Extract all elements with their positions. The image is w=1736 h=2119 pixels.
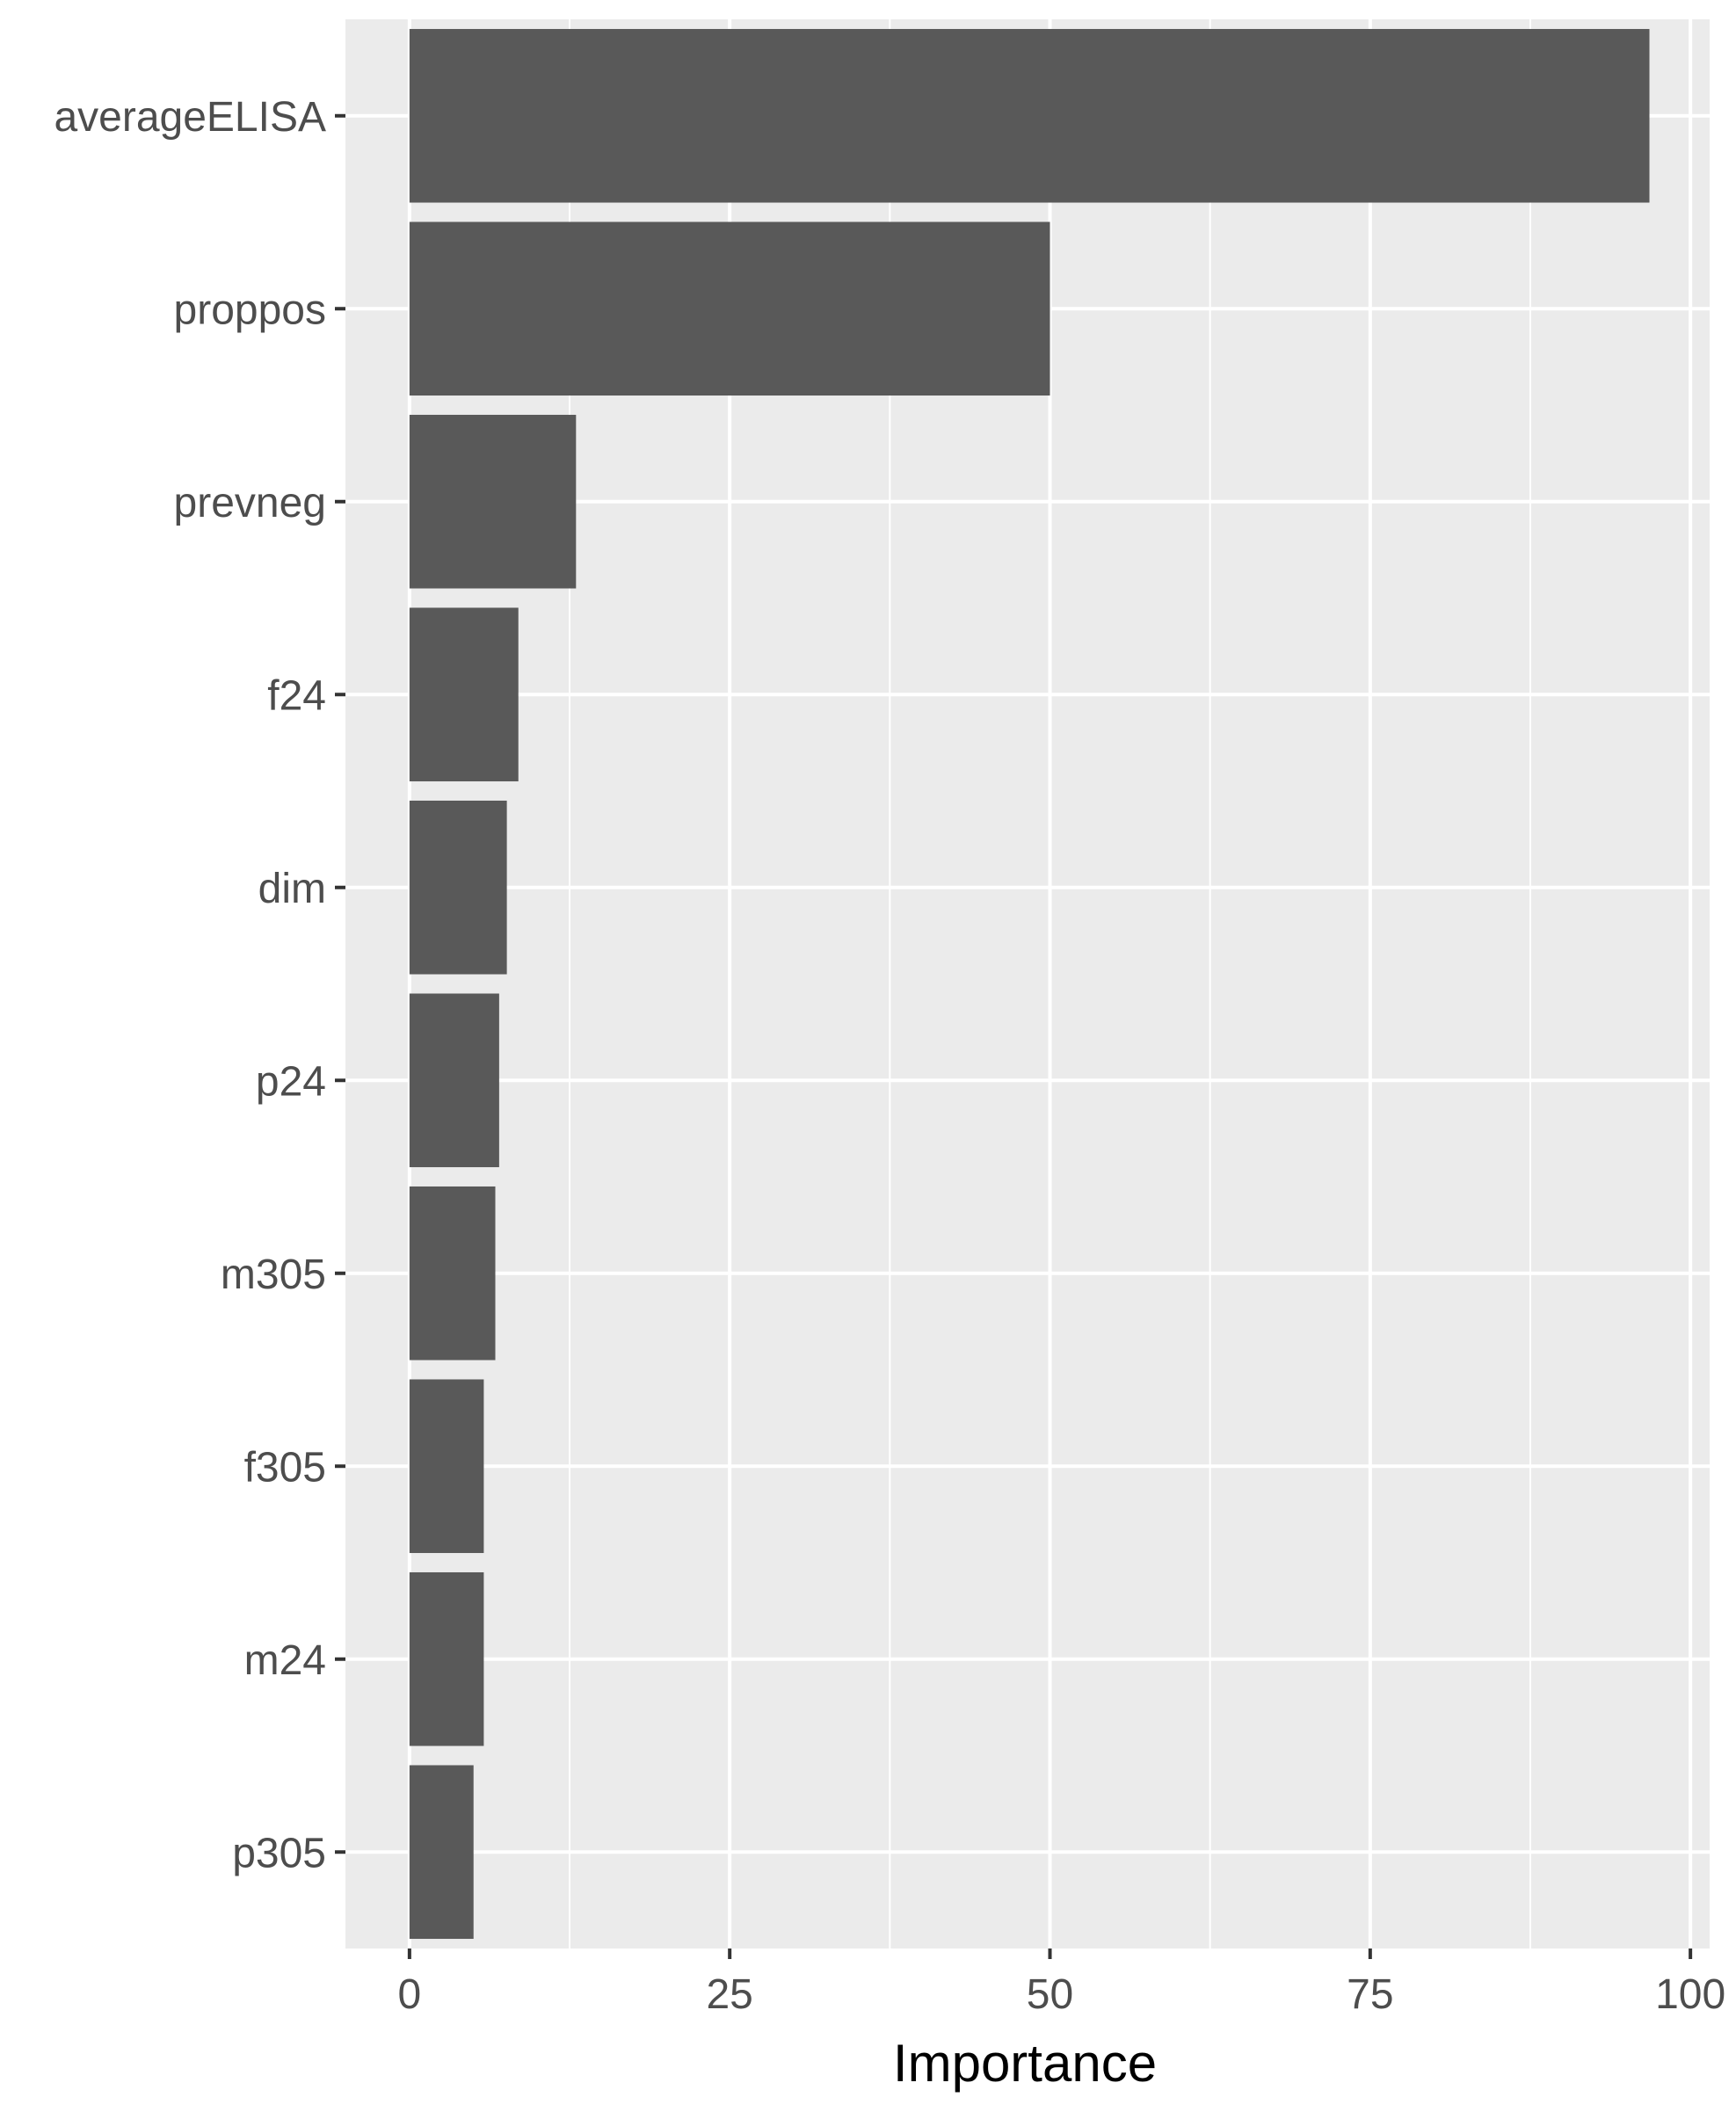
bar-dim: [409, 800, 507, 975]
bar-p305: [409, 1765, 474, 1940]
bar-p24: [409, 993, 499, 1168]
bar-m24: [409, 1571, 484, 1746]
y-tick-label: prevneg: [174, 480, 326, 526]
bar-m305: [409, 1186, 496, 1361]
y-tick-label: p305: [232, 1830, 326, 1876]
y-tick-label: f305: [244, 1444, 326, 1491]
y-tick-label: m24: [244, 1637, 326, 1684]
bar-averageELISA: [409, 28, 1650, 203]
y-tick-label: p24: [256, 1058, 326, 1105]
bar-proppos: [409, 221, 1050, 396]
y-tick-label: dim: [258, 866, 326, 912]
x-tick-label: 100: [1655, 1971, 1725, 2018]
x-axis-title: Importance: [893, 2034, 1157, 2093]
bars: [409, 28, 1650, 1940]
bar-f305: [409, 1379, 484, 1554]
x-tick-label: 75: [1347, 1971, 1393, 2018]
x-tick-label: 25: [706, 1971, 752, 2018]
y-axis: averageELISA proppos prevneg f24 dim p24 m305 f…: [54, 94, 345, 1876]
x-tick-label: 50: [1027, 1971, 1073, 2018]
x-tick-label: 0: [398, 1971, 422, 2018]
y-tick-label: averageELISA: [54, 94, 326, 141]
y-tick-label: f24: [267, 672, 326, 719]
y-tick-label: m305: [221, 1252, 326, 1298]
bar-f24: [409, 607, 519, 782]
bar-prevneg: [409, 414, 577, 589]
y-tick-label: proppos: [174, 287, 326, 333]
x-axis: 0 25 50 75 100: [398, 1948, 1725, 2018]
